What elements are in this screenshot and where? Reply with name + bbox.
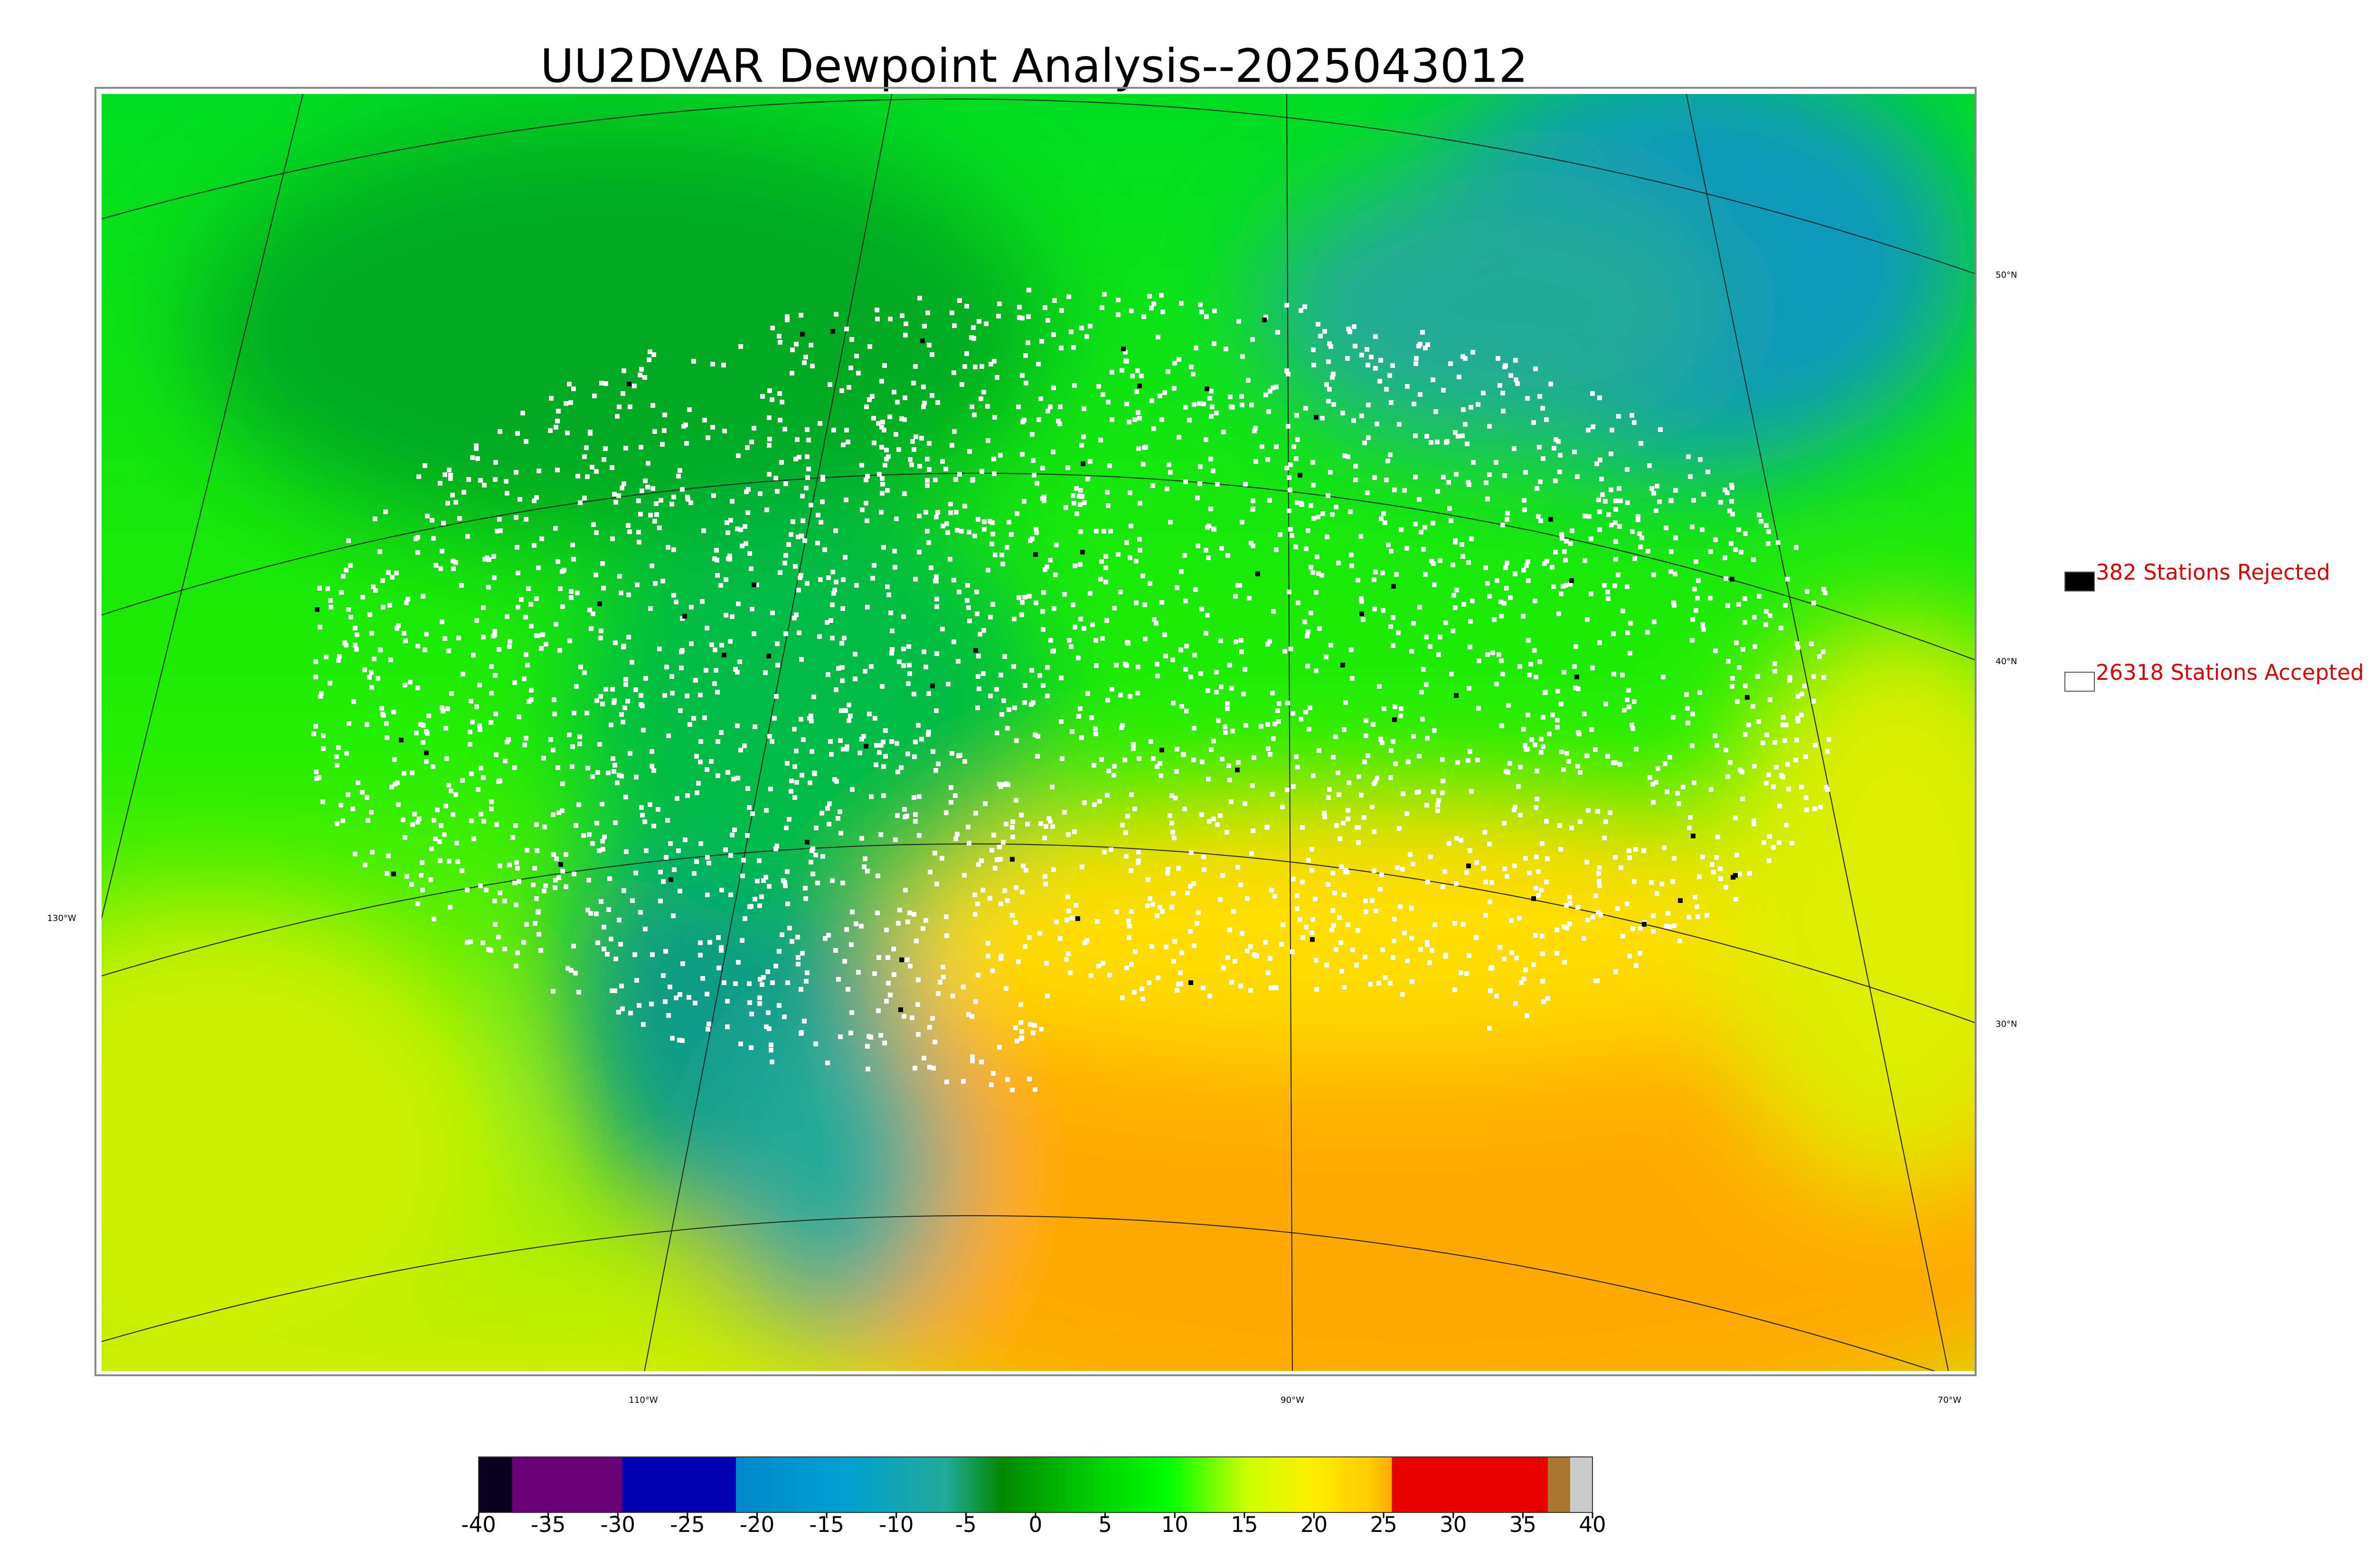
lon-label: 110°W bbox=[629, 1395, 658, 1405]
lat-label: 50°N bbox=[1996, 270, 2017, 280]
graticule-labels: 50°N 40°N 30°N 130°W 110°W 90°W 70°W bbox=[47, 270, 2017, 1405]
colorbar-tick-label: 30 bbox=[1440, 1512, 1467, 1537]
colorbar-bar bbox=[478, 1456, 1593, 1513]
colorbar-tick-label: 40 bbox=[1579, 1512, 1606, 1537]
lon-label: 70°W bbox=[1938, 1395, 1961, 1405]
colorbar-tick-label: -25 bbox=[670, 1512, 705, 1537]
legend-swatch bbox=[2064, 672, 2095, 692]
legend-label: 382 Stations Rejected bbox=[2096, 560, 2330, 585]
colorbar-tick-label: 5 bbox=[1098, 1512, 1112, 1537]
colorbar-tick-label: -35 bbox=[531, 1512, 566, 1537]
title: UU2DVAR Dewpoint Analysis--2025043012 bbox=[540, 39, 1528, 93]
colorbar-tick-label: 35 bbox=[1509, 1512, 1536, 1537]
colorbar-tick-label: -40 bbox=[461, 1512, 496, 1537]
legend-label: 26318 Stations Accepted bbox=[2096, 660, 2364, 685]
colorbar-tick-label: -30 bbox=[601, 1512, 636, 1537]
map bbox=[102, 94, 1975, 1371]
colorbar-tick-label: 10 bbox=[1161, 1512, 1188, 1537]
colorbar-tick-label: 0 bbox=[1029, 1512, 1043, 1537]
colorbar-tick-label: 15 bbox=[1231, 1512, 1258, 1537]
colorbar-tick-label: -5 bbox=[955, 1512, 977, 1537]
colorbar-tick-label: 20 bbox=[1300, 1512, 1328, 1537]
colorbar-tick-label: 25 bbox=[1370, 1512, 1397, 1537]
lat-label: 30°N bbox=[1996, 1019, 2017, 1029]
lon-label: 130°W bbox=[47, 913, 76, 923]
colorbar-tick-label: -10 bbox=[879, 1512, 914, 1537]
colorbar: -40 -35 -30 -25 -20 -15 -10 -5 0 5 10 15 20 25 30 35 40 bbox=[461, 1456, 1606, 1537]
map-frame bbox=[94, 87, 1977, 1376]
lon-label: 90°W bbox=[1281, 1395, 1304, 1405]
legend: 382 Stations Rejected 26318 Stations Acc… bbox=[2064, 560, 2364, 692]
colorbar-tick-label: -20 bbox=[740, 1512, 775, 1537]
legend-swatch bbox=[2064, 572, 2095, 592]
lat-label: 40°N bbox=[1996, 657, 2017, 667]
colorbar-tick-label: -15 bbox=[809, 1512, 844, 1537]
